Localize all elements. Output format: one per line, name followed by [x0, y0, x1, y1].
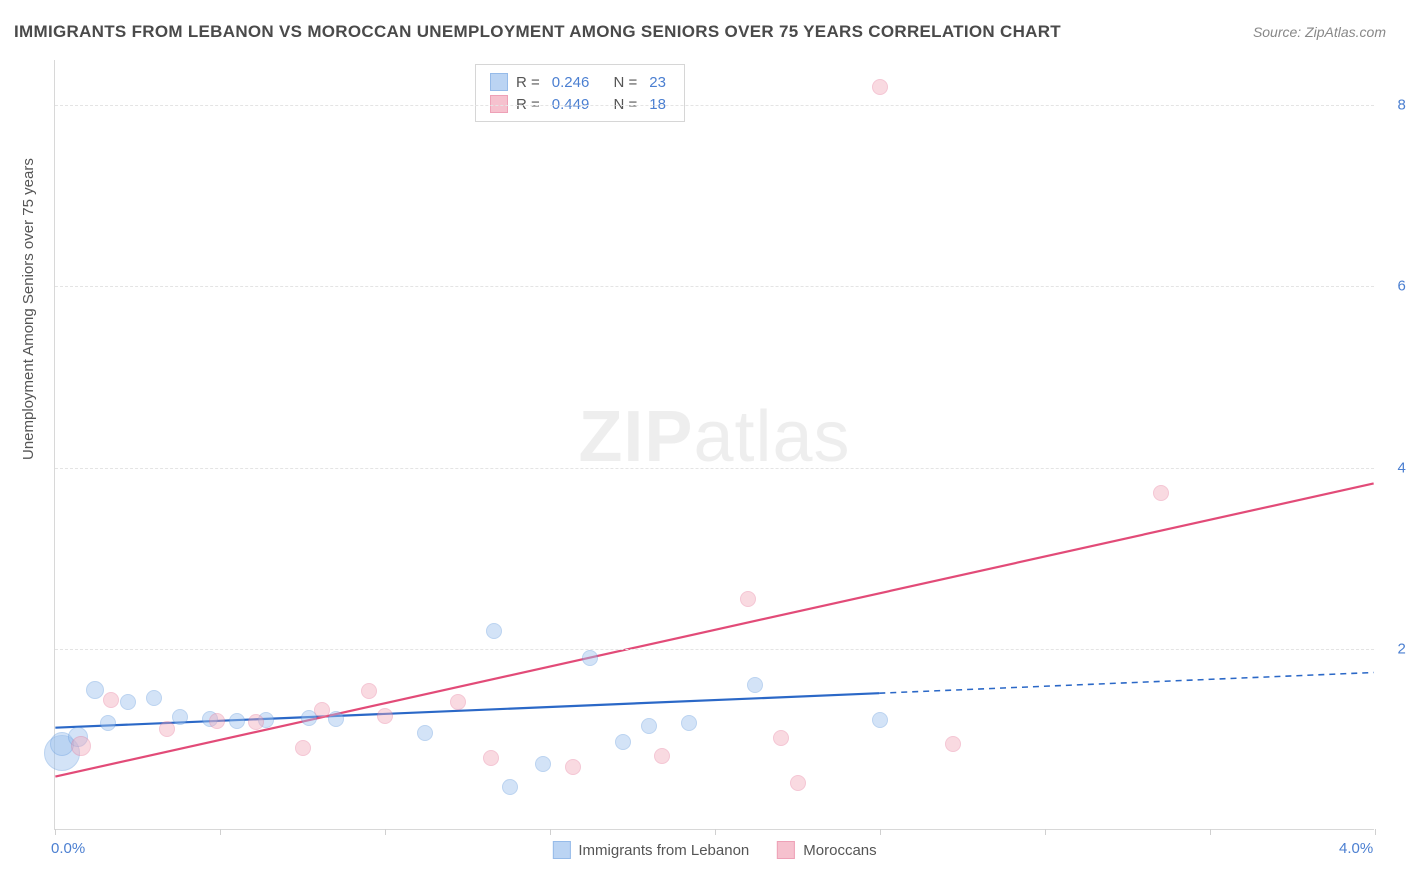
- r-label: R =: [516, 96, 540, 113]
- data-point: [229, 713, 245, 729]
- x-tick: [1210, 829, 1211, 835]
- x-tick-label: 4.0%: [1339, 840, 1373, 857]
- n-value-1: 18: [649, 96, 666, 113]
- data-point: [295, 740, 311, 756]
- data-point: [486, 623, 502, 639]
- data-point: [535, 756, 551, 772]
- data-point: [654, 748, 670, 764]
- data-point: [361, 683, 377, 699]
- x-tick: [550, 829, 551, 835]
- data-point: [159, 721, 175, 737]
- data-point: [417, 725, 433, 741]
- data-point: [209, 713, 225, 729]
- data-point: [1153, 485, 1169, 501]
- x-tick: [220, 829, 221, 835]
- x-tick: [385, 829, 386, 835]
- series-0-label: Immigrants from Lebanon: [578, 842, 749, 859]
- swatch-series-1: [490, 95, 508, 113]
- data-point: [872, 712, 888, 728]
- data-point: [450, 694, 466, 710]
- data-point: [740, 591, 756, 607]
- watermark-zip: ZIP: [578, 396, 693, 476]
- legend-row-series-1: R = 0.449 N = 18: [490, 93, 670, 115]
- data-point: [314, 702, 330, 718]
- data-point: [103, 692, 119, 708]
- n-label: N =: [613, 74, 637, 91]
- stats-legend: R = 0.246 N = 23 R = 0.449 N = 18: [475, 64, 685, 122]
- x-tick: [55, 829, 56, 835]
- data-point: [248, 714, 264, 730]
- data-point: [328, 711, 344, 727]
- data-point: [565, 759, 581, 775]
- chart-title: IMMIGRANTS FROM LEBANON VS MOROCCAN UNEM…: [14, 22, 1061, 42]
- series-1-label: Moroccans: [803, 842, 876, 859]
- x-tick: [880, 829, 881, 835]
- x-tick: [715, 829, 716, 835]
- r-label: R =: [516, 74, 540, 91]
- y-tick-label: 40.0%: [1397, 459, 1406, 476]
- grid-line: [55, 286, 1374, 287]
- data-point: [641, 718, 657, 734]
- grid-line: [55, 649, 1374, 650]
- swatch-series-0: [490, 73, 508, 91]
- data-point: [502, 779, 518, 795]
- grid-line: [55, 468, 1374, 469]
- data-point: [71, 736, 91, 756]
- bottom-legend: Immigrants from Lebanon Moroccans: [552, 841, 876, 859]
- data-point: [120, 694, 136, 710]
- swatch-icon: [777, 841, 795, 859]
- data-point: [483, 750, 499, 766]
- r-value-0: 0.246: [552, 74, 590, 91]
- n-value-0: 23: [649, 74, 666, 91]
- watermark: ZIPatlas: [578, 395, 850, 477]
- data-point: [146, 690, 162, 706]
- swatch-icon: [552, 841, 570, 859]
- y-tick-label: 20.0%: [1397, 640, 1406, 657]
- n-label: N =: [613, 96, 637, 113]
- grid-line: [55, 105, 1374, 106]
- x-tick: [1045, 829, 1046, 835]
- r-value-1: 0.449: [552, 96, 590, 113]
- data-point: [872, 79, 888, 95]
- data-point: [582, 650, 598, 666]
- data-point: [100, 715, 116, 731]
- data-point: [615, 734, 631, 750]
- plot-area: ZIPatlas R = 0.246 N = 23 R = 0.449 N = …: [54, 60, 1374, 830]
- data-point: [747, 677, 763, 693]
- y-axis-label: Unemployment Among Seniors over 75 years: [20, 158, 37, 460]
- legend-row-series-0: R = 0.246 N = 23: [490, 71, 670, 93]
- data-point: [86, 681, 104, 699]
- correlation-chart: IMMIGRANTS FROM LEBANON VS MOROCCAN UNEM…: [0, 0, 1406, 892]
- data-point: [790, 775, 806, 791]
- source-attribution: Source: ZipAtlas.com: [1253, 24, 1386, 40]
- watermark-atlas: atlas: [693, 396, 850, 476]
- data-point: [681, 715, 697, 731]
- x-tick: [1375, 829, 1376, 835]
- y-tick-label: 60.0%: [1397, 278, 1406, 295]
- data-point: [773, 730, 789, 746]
- data-point: [945, 736, 961, 752]
- data-point: [377, 708, 393, 724]
- legend-item-0: Immigrants from Lebanon: [552, 841, 749, 859]
- legend-item-1: Moroccans: [777, 841, 876, 859]
- data-point: [172, 709, 188, 725]
- x-tick-label: 0.0%: [51, 840, 85, 857]
- y-tick-label: 80.0%: [1397, 97, 1406, 114]
